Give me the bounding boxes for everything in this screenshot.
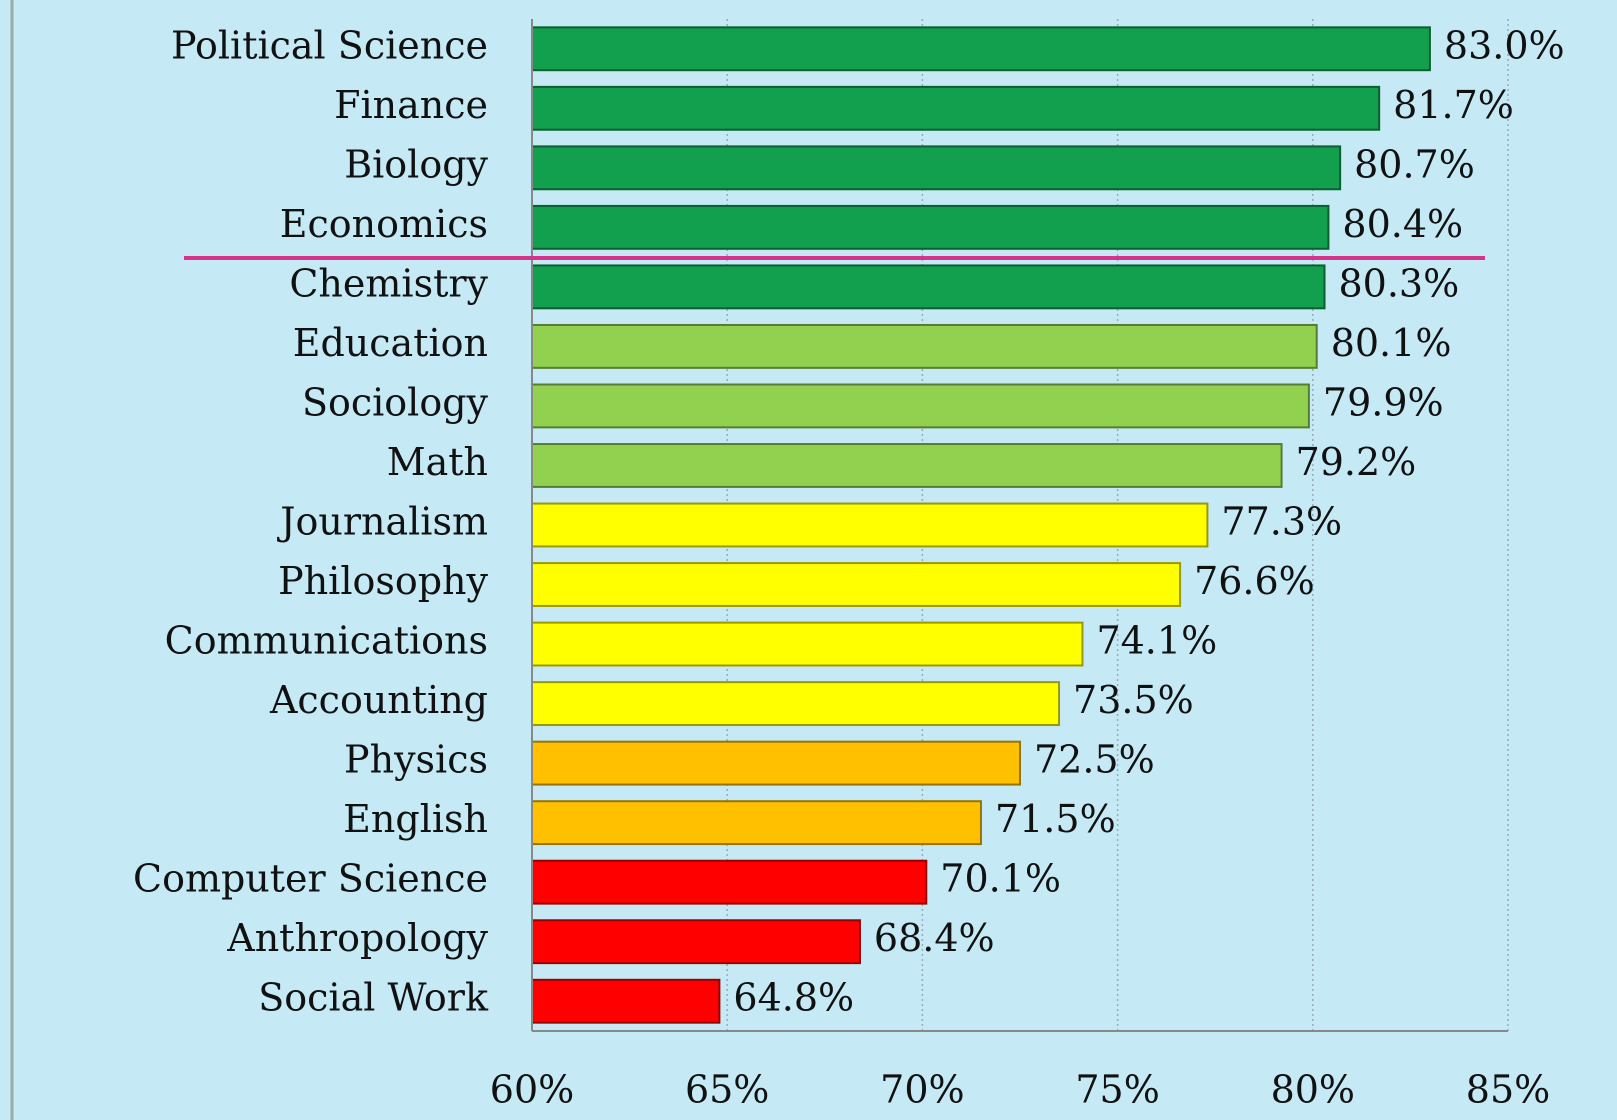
bar: [531, 85, 1381, 131]
y-tick-label: Economics: [280, 202, 488, 246]
value-label: 76.6%: [1194, 559, 1315, 603]
y-tick-label: Education: [293, 321, 488, 365]
y-tick-label: Social Work: [258, 976, 489, 1020]
value-label: 71.5%: [995, 797, 1116, 841]
bar: [531, 562, 1182, 607]
y-tick-label: Accounting: [269, 678, 488, 722]
y-tick-label: Communications: [165, 619, 488, 663]
value-label: 72.5%: [1034, 738, 1155, 782]
y-tick-label: Philosophy: [278, 559, 488, 603]
y-tick-label: Finance: [334, 83, 488, 127]
value-label: 74.1%: [1096, 619, 1217, 663]
x-tick-label: 70%: [880, 1068, 964, 1112]
y-tick-label: Anthropology: [226, 916, 488, 960]
x-tick-label: 75%: [1075, 1068, 1159, 1112]
y-tick-label: Math: [387, 440, 488, 484]
value-label: 64.8%: [733, 976, 854, 1020]
y-tick-label: Journalism: [276, 500, 488, 544]
bar: [531, 859, 928, 905]
value-label: 70.1%: [940, 857, 1061, 901]
y-tick-label: English: [343, 797, 488, 841]
x-tick-label: 60%: [490, 1068, 574, 1112]
bar: [531, 383, 1310, 429]
value-label: 80.1%: [1331, 321, 1452, 365]
y-tick-label: Computer Science: [133, 857, 488, 901]
bar: [531, 681, 1061, 727]
bar: [531, 978, 721, 1024]
bar: [531, 800, 982, 846]
y-tick-label: Political Science: [171, 23, 488, 67]
bar: [531, 323, 1318, 369]
bar: [531, 502, 1209, 548]
value-label: 79.9%: [1323, 380, 1444, 424]
bar: [531, 264, 1326, 310]
bar: [531, 740, 1021, 786]
y-tick-label: Chemistry: [289, 261, 488, 305]
bar: [531, 919, 861, 965]
value-label: 80.4%: [1342, 202, 1463, 246]
value-label: 81.7%: [1393, 83, 1514, 127]
value-label: 80.7%: [1354, 142, 1475, 186]
bars: [531, 26, 1431, 1024]
value-label: 77.3%: [1221, 500, 1342, 544]
y-tick-label: Biology: [344, 142, 488, 186]
value-label: 68.4%: [874, 916, 995, 960]
value-label: 73.5%: [1073, 678, 1194, 722]
x-tick-label: 85%: [1466, 1068, 1550, 1112]
y-tick-label: Sociology: [302, 380, 489, 424]
bar: [531, 204, 1330, 250]
value-label: 80.3%: [1339, 261, 1460, 305]
value-label: 83.0%: [1444, 23, 1565, 67]
bar: [531, 145, 1342, 191]
x-tick-label: 80%: [1271, 1068, 1355, 1112]
bar: [531, 443, 1283, 488]
value-label: 79.2%: [1296, 440, 1417, 484]
x-tick-label: 65%: [685, 1068, 769, 1112]
y-tick-label: Physics: [344, 738, 488, 782]
bar: [531, 26, 1431, 72]
bar: [531, 621, 1084, 667]
